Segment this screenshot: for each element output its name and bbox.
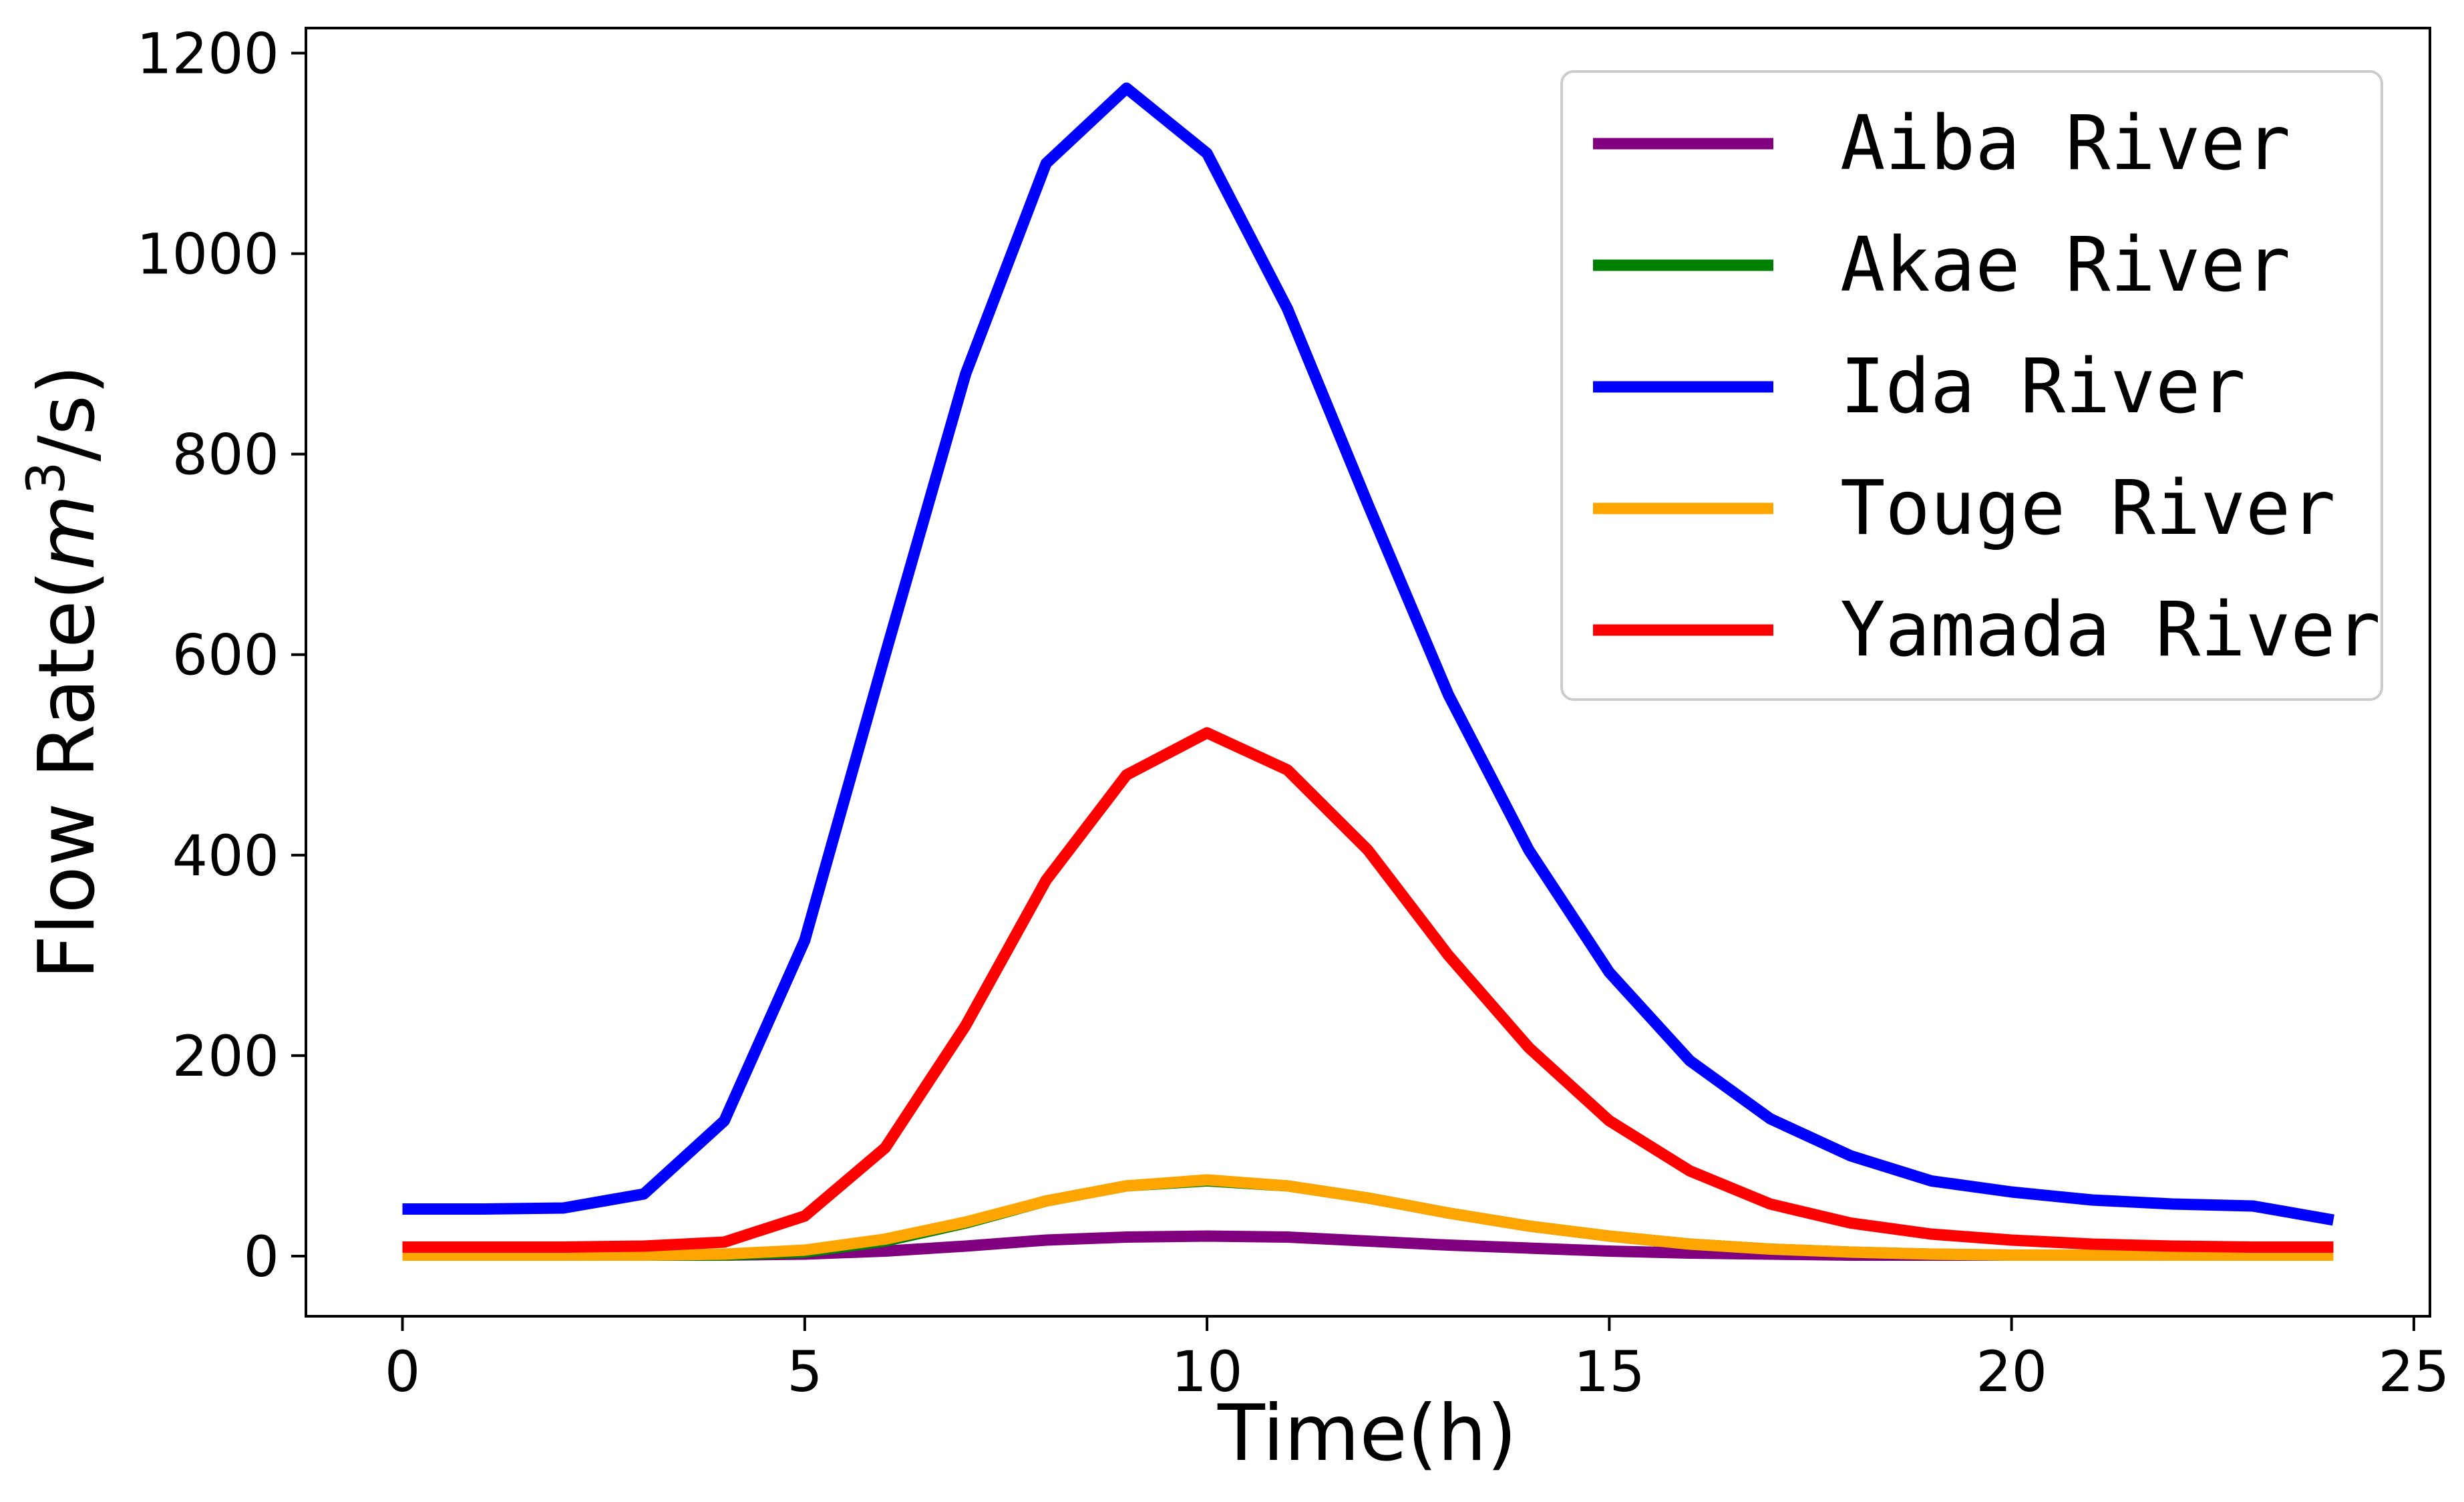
legend-box xyxy=(1560,70,2383,701)
y-axis-title-tail: /s) xyxy=(22,365,112,462)
x-tick-label: 15 xyxy=(1574,1339,1645,1404)
y-axis-title-var: m xyxy=(22,494,112,570)
x-tick-label: 10 xyxy=(1172,1339,1243,1404)
y-tick-label: 400 xyxy=(172,823,279,889)
legend-label-aiba-river: Aiba River xyxy=(1840,100,2290,187)
series-line-yamada-river xyxy=(402,727,2334,1253)
x-tick-label: 0 xyxy=(385,1339,420,1404)
legend-label-yamada-river: Yamada River xyxy=(1840,587,2381,673)
y-tick-label: 1200 xyxy=(136,21,279,87)
y-axis-title: Flow Rate(m3/s) xyxy=(17,365,112,980)
series-line-touge-river xyxy=(402,1174,2334,1261)
x-axis-title: Time(h) xyxy=(1217,1388,1517,1479)
legend-items: Aiba River Akae River Ida River Touge River… xyxy=(1593,100,2381,673)
y-axis-title-superscript: 3 xyxy=(17,462,77,495)
y-tick-label: 600 xyxy=(172,623,279,688)
legend-label-touge-river: Touge River xyxy=(1840,465,2336,552)
x-tick-label: 25 xyxy=(2378,1339,2449,1404)
y-axis-title-main: Flow Rate( xyxy=(22,570,112,980)
series-layer xyxy=(402,82,2334,1261)
plot-area-frame xyxy=(305,27,2431,1318)
series-line-ida-river xyxy=(402,82,2334,1226)
y-tick-label: 200 xyxy=(172,1024,279,1089)
legend-label-akae-river: Akae River xyxy=(1840,222,2290,309)
y-tick-label: 1000 xyxy=(136,222,279,287)
legend: Aiba River Akae River Ida River Touge River… xyxy=(1560,70,2383,701)
legend-label-ida-river: Ida River xyxy=(1840,343,2246,430)
y-tick-label: 0 xyxy=(244,1224,279,1290)
x-tick-label: 5 xyxy=(787,1339,822,1404)
y-axis-ticks: 0 200 400 600 800 1000 1200 xyxy=(136,21,306,1290)
x-axis-ticks: 0 5 10 15 20 25 xyxy=(385,1316,2449,1404)
x-tick-label: 20 xyxy=(1976,1339,2047,1404)
y-tick-label: 800 xyxy=(172,422,279,488)
